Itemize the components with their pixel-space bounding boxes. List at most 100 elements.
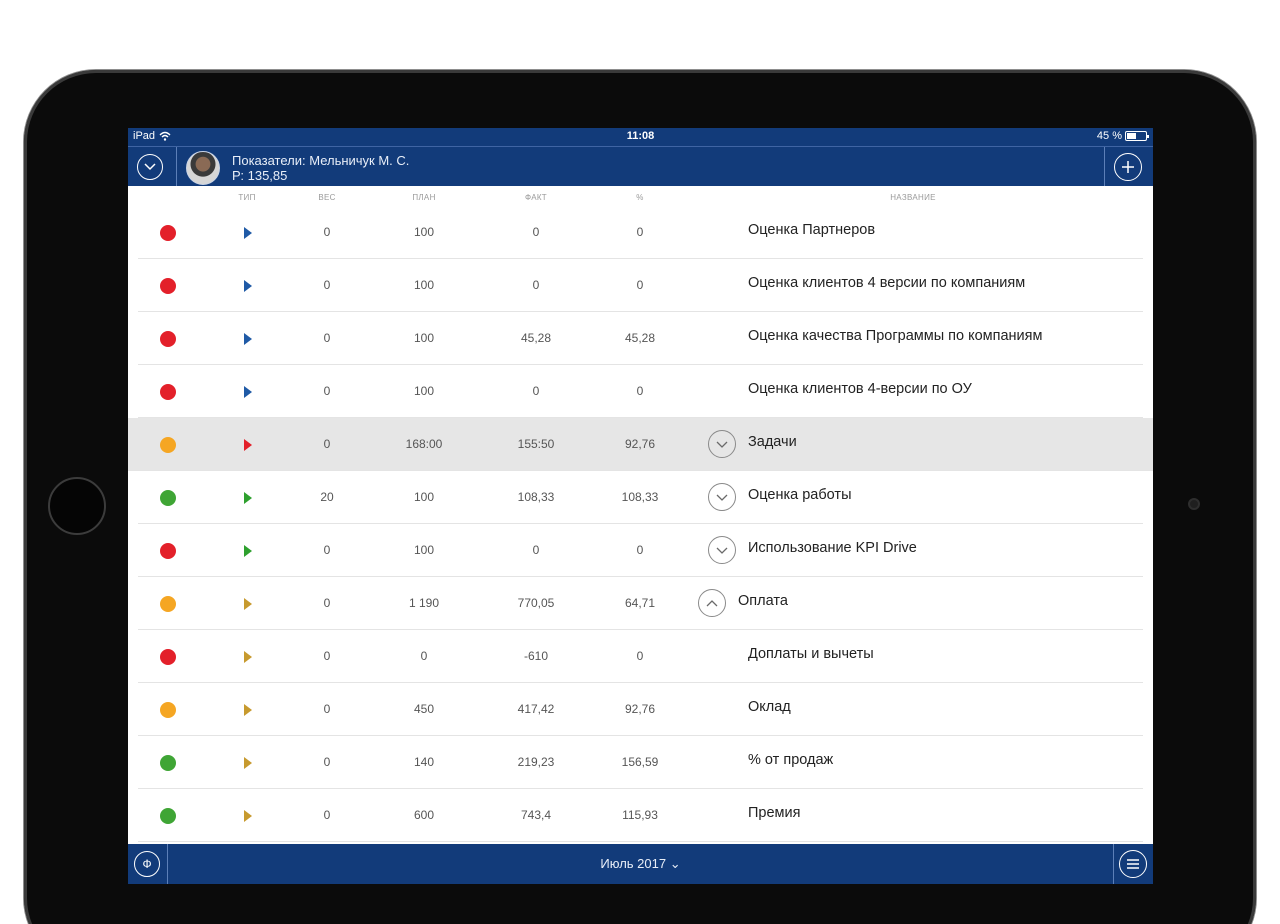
- cell-plan: 450: [413, 702, 435, 716]
- device-label: iPad: [133, 130, 156, 142]
- nav-bar: Показатели: Мельничук М. С. Р: 135,85: [128, 146, 1153, 186]
- status-dot: [160, 755, 176, 771]
- column-header-fact: ФАКТ: [525, 193, 547, 202]
- chevron-down-icon[interactable]: [708, 536, 736, 564]
- type-arrow-icon: [244, 545, 252, 557]
- kpi-table: 0 100 0 0 Оценка Партнеров 0 100 0 0 Оценка клиен…: [128, 206, 1153, 842]
- indicator-name: Оценка клиентов 4-версии по ОУ: [748, 381, 972, 397]
- row-separator: [138, 311, 1143, 312]
- wifi-icon: [159, 131, 171, 141]
- table-row[interactable]: 0 100 0 0 Использование KPI Drive: [128, 524, 1153, 577]
- column-header-plan: ПЛАН: [412, 193, 436, 202]
- column-header-weight: ВЕС: [318, 193, 336, 202]
- bottom-divider: [1113, 844, 1114, 884]
- table-row[interactable]: 0 1 190 770,05 64,71 Оплата: [128, 577, 1153, 630]
- table-row[interactable]: 0 100 0 0 Оценка Партнеров: [128, 206, 1153, 259]
- cell-percent: 0: [636, 543, 644, 557]
- type-arrow-icon: [244, 598, 252, 610]
- battery-percent: 45 %: [1096, 130, 1122, 142]
- cell-fact: 219,23: [517, 755, 555, 769]
- list-menu-icon[interactable]: [1119, 850, 1147, 878]
- cell-percent: 108,33: [621, 490, 659, 504]
- cell-weight: 0: [323, 543, 331, 557]
- row-separator: [138, 841, 1143, 842]
- status-dot: [160, 808, 176, 824]
- status-bar: iPad 11:08 45 %: [128, 128, 1153, 146]
- indicator-name: Задачи: [748, 434, 797, 450]
- cell-weight: 0: [323, 331, 331, 345]
- type-arrow-icon: [244, 280, 252, 292]
- cell-fact: 45,28: [520, 331, 552, 345]
- cell-percent: 0: [636, 649, 644, 663]
- cell-percent: 115,93: [622, 808, 658, 822]
- formula-button[interactable]: Ф: [134, 851, 160, 877]
- status-dot: [160, 649, 176, 665]
- home-button[interactable]: [48, 477, 106, 535]
- indicator-name: Оценка качества Программы по компаниям: [748, 328, 1043, 344]
- cell-percent: 92,76: [624, 437, 656, 451]
- bottom-divider: [167, 844, 168, 884]
- table-row[interactable]: 0 600 743,4 115,93 Премия: [128, 789, 1153, 842]
- status-dot: [160, 596, 176, 612]
- table-row[interactable]: 0 100 0 0 Оценка клиентов 4 версии по компан…: [128, 259, 1153, 312]
- cell-plan: 168:00: [405, 437, 443, 451]
- chevron-up-icon[interactable]: [698, 589, 726, 617]
- cell-percent: 0: [636, 278, 644, 292]
- indicator-name: Использование KPI Drive: [748, 540, 917, 556]
- cell-weight: 0: [323, 384, 331, 398]
- table-row[interactable]: 0 168:00 155:50 92,76 Задачи: [128, 418, 1153, 471]
- cell-weight: 20: [320, 490, 334, 504]
- chevron-down-icon[interactable]: [708, 483, 736, 511]
- cell-percent: 64,71: [624, 596, 656, 610]
- cell-percent: 0: [636, 225, 644, 239]
- indicator-name: Оклад: [748, 699, 791, 715]
- cell-fact: 0: [532, 225, 540, 239]
- bottom-bar: Ф Июль 2017 ⌄: [128, 844, 1153, 884]
- status-dot: [160, 331, 176, 347]
- cell-fact: 0: [532, 278, 540, 292]
- indicator-name: Доплаты и вычеты: [748, 646, 874, 662]
- column-headers: ТИП ВЕС ПЛАН ФАКТ % НАЗВАНИЕ: [128, 186, 1153, 206]
- type-arrow-icon: [244, 492, 252, 504]
- table-row[interactable]: 0 0 -610 0 Доплаты и вычеты: [128, 630, 1153, 683]
- status-dot: [160, 543, 176, 559]
- type-arrow-icon: [244, 651, 252, 663]
- cell-weight: 0: [323, 702, 331, 716]
- table-row[interactable]: 0 140 219,23 156,59 % от продаж: [128, 736, 1153, 789]
- table-row[interactable]: 0 100 0 0 Оценка клиентов 4-версии по ОУ: [128, 365, 1153, 418]
- row-separator: [138, 523, 1143, 524]
- plus-icon[interactable]: [1114, 153, 1142, 181]
- row-separator: [138, 682, 1143, 683]
- status-dot: [160, 384, 176, 400]
- cell-weight: 0: [323, 437, 331, 451]
- row-separator: [138, 364, 1143, 365]
- chevron-down-icon[interactable]: [708, 430, 736, 458]
- cell-fact: 155:50: [517, 437, 555, 451]
- status-right: 45 %: [1096, 130, 1149, 142]
- column-header-type: ТИП: [238, 193, 256, 202]
- table-row[interactable]: 0 450 417,42 92,76 Оклад: [128, 683, 1153, 736]
- cell-fact: 0: [532, 543, 540, 557]
- status-dot: [160, 437, 176, 453]
- chevron-down-icon[interactable]: [137, 154, 163, 180]
- status-dot: [160, 225, 176, 241]
- cell-plan: 100: [413, 490, 435, 504]
- page-subtitle: Р: 135,85: [232, 168, 288, 183]
- cell-fact: -610: [523, 649, 549, 663]
- indicator-name: Оплата: [738, 593, 788, 609]
- cell-plan: 100: [413, 543, 435, 557]
- cell-fact: 108,33: [517, 490, 555, 504]
- cell-percent: 0: [636, 384, 644, 398]
- cell-plan: 140: [413, 755, 435, 769]
- indicator-name: % от продаж: [748, 752, 834, 768]
- cell-fact: 770,05: [517, 596, 555, 610]
- row-separator: [138, 735, 1143, 736]
- battery-icon: [1125, 131, 1149, 141]
- column-header-percent: %: [636, 193, 644, 202]
- screen: iPad 11:08 45 % Показатели: Мельничук М.…: [128, 128, 1153, 884]
- row-separator: [138, 417, 1143, 418]
- avatar[interactable]: [186, 151, 220, 185]
- period-selector[interactable]: Июль 2017 ⌄: [600, 856, 681, 871]
- table-row[interactable]: 0 100 45,28 45,28 Оценка качества Программы …: [128, 312, 1153, 365]
- table-row[interactable]: 20 100 108,33 108,33 Оценка работы: [128, 471, 1153, 524]
